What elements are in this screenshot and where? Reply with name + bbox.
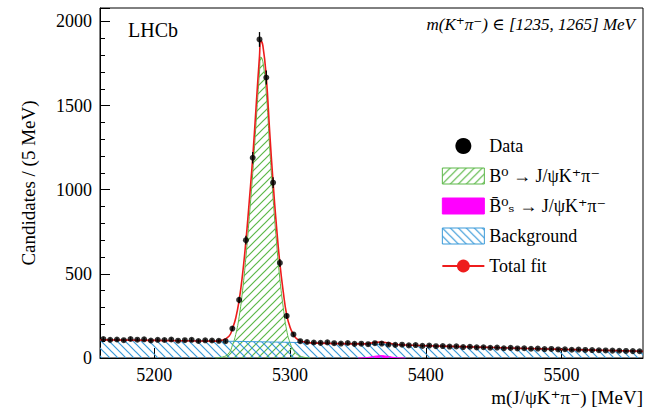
svg-text:0: 0 bbox=[83, 348, 92, 368]
svg-text:m(J/ψK⁺π⁻) [MeV]: m(J/ψK⁺π⁻) [MeV] bbox=[491, 387, 643, 409]
svg-text:500: 500 bbox=[65, 264, 92, 284]
svg-text:5500: 5500 bbox=[544, 365, 580, 385]
svg-text:1000: 1000 bbox=[56, 180, 92, 200]
svg-text:Candidates / (5 MeV): Candidates / (5 MeV) bbox=[18, 100, 40, 265]
svg-text:B̄⁰ₛ → J/ψK⁺π⁻: B̄⁰ₛ → J/ψK⁺π⁻ bbox=[489, 196, 606, 216]
svg-text:B⁰ → J/ψK⁺π⁻: B⁰ → J/ψK⁺π⁻ bbox=[489, 166, 600, 186]
svg-text:Data: Data bbox=[489, 136, 523, 156]
svg-text:Background: Background bbox=[489, 226, 577, 246]
svg-text:2000: 2000 bbox=[56, 11, 92, 31]
svg-text:5200: 5200 bbox=[136, 365, 172, 385]
svg-text:m(K⁺π⁻) ∈ [1235, 1265] MeV: m(K⁺π⁻) ∈ [1235, 1265] MeV bbox=[426, 15, 637, 34]
svg-text:5300: 5300 bbox=[272, 365, 308, 385]
svg-text:1500: 1500 bbox=[56, 96, 92, 116]
svg-text:5400: 5400 bbox=[408, 365, 444, 385]
svg-text:Total fit: Total fit bbox=[489, 256, 546, 276]
svg-text:LHCb: LHCb bbox=[128, 19, 178, 41]
